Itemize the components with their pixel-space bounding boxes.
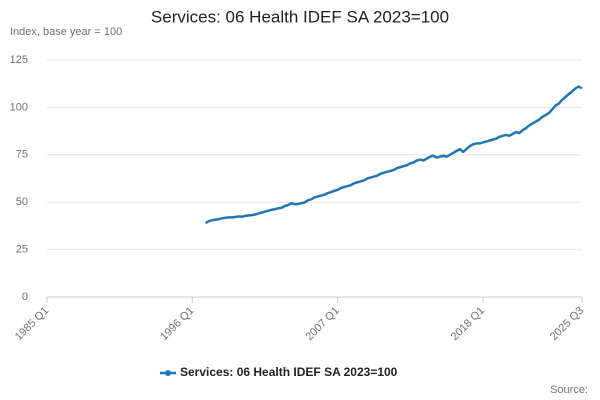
chart-title: Services: 06 Health IDEF SA 2023=100 [151,7,449,26]
x-tick-label: 2007 Q1 [303,305,341,343]
y-tick-label: 100 [10,101,28,113]
y-axis-label: Index, base year = 100 [10,26,122,38]
y-tick-label: 50 [16,196,28,208]
y-tick-label: 125 [10,54,28,66]
x-tick-label: 1985 Q1 [13,305,51,343]
source: Source: [550,384,588,396]
legend-marker [165,370,171,376]
legend-label: Services: 06 Health IDEF SA 2023=100 [180,365,398,379]
x-tick-label: 1996 Q1 [158,305,196,343]
data-line [204,85,583,225]
y-tick-label: 25 [16,244,28,256]
y-tick-label: 0 [22,291,28,303]
x-tick-label: 2018 Q1 [449,305,487,343]
y-tick-label: 75 [16,149,28,161]
x-tick-label: 2025 Q3 [548,305,586,343]
